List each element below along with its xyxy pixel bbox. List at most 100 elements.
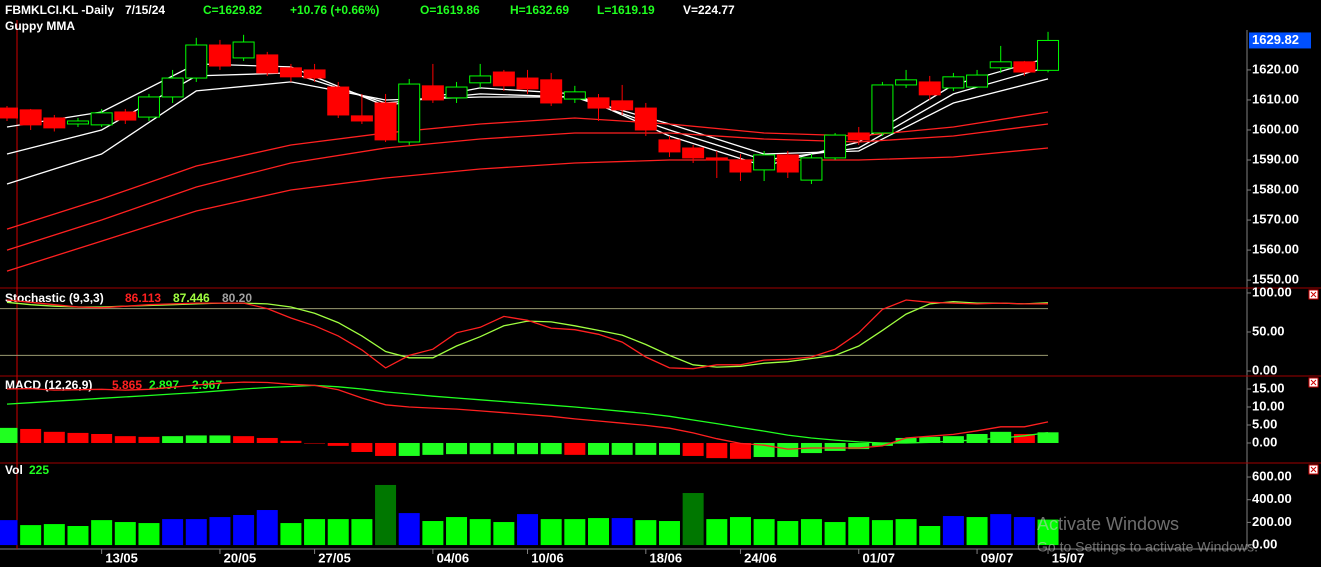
histogram-bar — [20, 428, 42, 443]
volume-bar — [871, 520, 893, 546]
histogram-bar — [67, 432, 89, 443]
candle-body — [611, 100, 634, 111]
histogram-bar — [446, 442, 468, 455]
y-tick-label: 1610.00 — [1252, 91, 1299, 106]
y-tick-label: 1570.00 — [1252, 211, 1299, 226]
volume-bar — [43, 524, 65, 546]
histogram-bar — [517, 442, 539, 455]
volume-bar — [824, 522, 846, 546]
x-tick-label: 24/06 — [744, 550, 777, 565]
volume-bar — [398, 513, 420, 546]
x-tick-label: 27/05 — [318, 550, 351, 565]
y-tick-label: 400.00 — [1252, 491, 1292, 506]
volume-bar — [138, 523, 160, 546]
histogram-bar — [635, 442, 657, 455]
candle-body — [492, 71, 515, 87]
histogram-bar — [564, 442, 586, 455]
x-tick-label: 10/06 — [531, 550, 564, 565]
histogram-bar — [398, 442, 420, 456]
candle-body — [66, 120, 89, 125]
volume-bar — [564, 519, 586, 546]
y-tick-label: 1580.00 — [1252, 181, 1299, 196]
histogram-bar — [729, 442, 751, 459]
candle-body — [942, 76, 965, 89]
volume-bar — [493, 522, 515, 546]
y-tick-label: 1590.00 — [1252, 151, 1299, 166]
high-label: H=1632.69 — [510, 3, 569, 17]
candle-body — [445, 86, 468, 99]
histogram-bar — [682, 442, 704, 456]
histogram-bar — [0, 427, 18, 443]
volume-bar — [351, 519, 373, 546]
volume-bar — [919, 526, 941, 546]
stochastic-levels: 80.20 — [222, 291, 252, 305]
y-tick-label: 15.00 — [1252, 380, 1285, 395]
y-tick-label: 0.00 — [1252, 536, 1277, 551]
volume-bar — [800, 519, 822, 546]
candle-body — [1013, 61, 1036, 73]
candle-body — [137, 96, 160, 118]
candle-body — [918, 81, 941, 96]
candle-body — [516, 77, 539, 90]
volume-bar — [469, 519, 491, 546]
volume-bar — [658, 521, 680, 546]
gmma-line — [6, 123, 1049, 251]
candle-body — [824, 134, 847, 159]
volume-bar — [682, 493, 704, 546]
volume-bar — [635, 520, 657, 546]
volume-bar — [753, 519, 775, 546]
candle-body — [350, 115, 373, 122]
volume-bar — [895, 519, 917, 546]
candle-body — [895, 79, 918, 86]
gmma-line — [6, 111, 1049, 230]
histogram-bar — [658, 442, 680, 455]
candle-body — [682, 147, 705, 159]
plot-layer: 1550.00 1560.00 1570.00 1580.00 1590.00 1600.… — [0, 31, 1311, 565]
x-tick-label: 04/06 — [437, 550, 470, 565]
watermark-subtitle: Go to Settings to activate Windows. — [1037, 539, 1258, 555]
close-icon — [1310, 466, 1317, 473]
volume-bar — [517, 514, 539, 546]
candle-body — [161, 77, 184, 98]
y-tick-label: 200.00 — [1252, 514, 1292, 529]
candle-body — [847, 132, 870, 141]
y-tick-label: 5.00 — [1252, 416, 1277, 431]
histogram-bar — [114, 436, 136, 443]
volume-bar — [848, 517, 870, 546]
y-tick-label: 1550.00 — [1252, 272, 1299, 287]
candle-body — [563, 91, 586, 100]
candle-body — [374, 102, 397, 141]
y-tick-label: 600.00 — [1252, 468, 1292, 483]
x-tick-label: 15/07 — [1052, 550, 1085, 565]
open-label: O=1619.86 — [420, 3, 480, 17]
histogram-bar — [469, 442, 491, 455]
volume-bar — [422, 521, 444, 546]
watermark-title: Activate Windows — [1037, 514, 1179, 534]
histogram-bar — [824, 442, 846, 451]
candle-body — [705, 157, 728, 161]
histogram-bar — [327, 442, 349, 446]
histogram-bar — [706, 442, 728, 459]
x-tick-label: 20/05 — [224, 550, 257, 565]
volume-bar — [91, 520, 113, 546]
candle-body — [587, 97, 610, 109]
y-tick-label: 0.00 — [1252, 434, 1277, 449]
gmma-line — [6, 78, 1049, 185]
volume-bar — [162, 519, 184, 546]
last-price-label: 1629.82 — [1252, 32, 1299, 47]
volume-bar — [446, 517, 468, 546]
close-icon — [1310, 291, 1317, 298]
volume-label: V=224.77 — [683, 3, 735, 17]
watermark: Activate Windows Go to Settings to activ… — [1037, 514, 1258, 555]
histogram-bar — [43, 431, 65, 443]
candle-body — [540, 79, 563, 104]
volume-bar — [1037, 519, 1059, 546]
candle-body — [0, 107, 18, 119]
histogram-bar — [919, 436, 941, 443]
low-label: L=1619.19 — [597, 3, 655, 17]
histogram-bar — [871, 442, 893, 446]
candle-body — [90, 112, 113, 126]
histogram-bar — [895, 437, 917, 443]
